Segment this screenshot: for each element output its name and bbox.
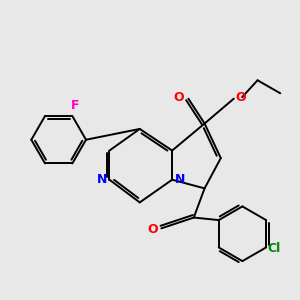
Text: Cl: Cl	[268, 242, 281, 255]
Text: N: N	[175, 173, 185, 186]
Text: O: O	[173, 91, 184, 104]
Text: F: F	[70, 99, 79, 112]
Text: O: O	[235, 91, 246, 104]
Text: O: O	[148, 223, 158, 236]
Text: N: N	[97, 173, 107, 186]
